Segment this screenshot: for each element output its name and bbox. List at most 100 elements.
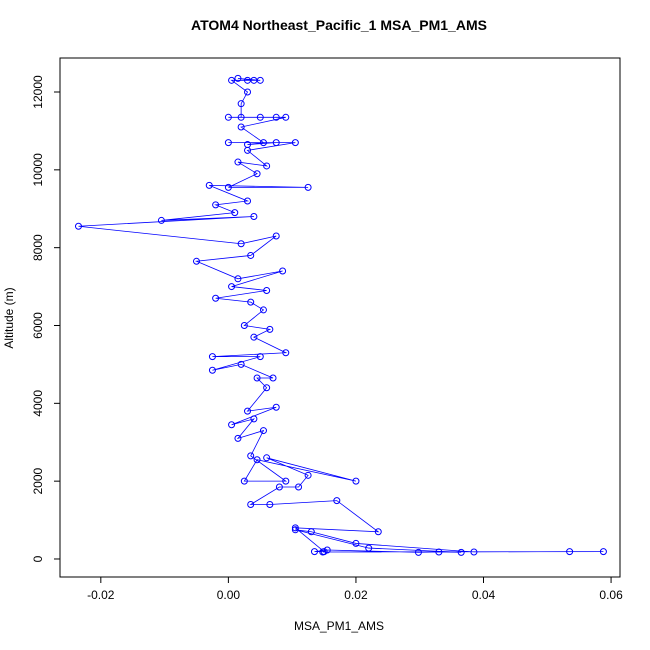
y-tick-label: 4000 <box>31 390 45 417</box>
data-point <box>295 483 303 491</box>
data-point <box>256 353 264 361</box>
data-point <box>192 257 200 265</box>
data-point <box>282 477 290 485</box>
data-point <box>566 548 574 556</box>
data-point <box>263 454 271 462</box>
data-point <box>272 139 280 147</box>
data-point <box>237 123 245 131</box>
data-point <box>256 76 264 84</box>
y-tick-label: 2000 <box>31 467 45 494</box>
data-point <box>237 100 245 108</box>
data-point <box>250 415 258 423</box>
data-point <box>291 526 299 534</box>
data-point <box>352 539 360 547</box>
data-point <box>244 407 252 415</box>
data-point <box>205 181 213 189</box>
data-point <box>244 88 252 96</box>
data-point <box>244 197 252 205</box>
data-point <box>259 139 267 147</box>
data-point <box>253 456 261 464</box>
x-axis-label: MSA_PM1_AMS <box>294 619 384 633</box>
data-point <box>599 548 607 556</box>
data-point <box>250 333 258 341</box>
data-point <box>228 421 236 429</box>
data-point <box>263 162 271 170</box>
data-point <box>228 283 236 291</box>
data-point <box>224 113 232 121</box>
data-point <box>228 76 236 84</box>
data-point <box>304 183 312 191</box>
data-point <box>224 183 232 191</box>
data-point <box>250 213 258 221</box>
data-point <box>234 275 242 283</box>
data-point <box>263 286 271 294</box>
data-point <box>263 384 271 392</box>
x-tick-label: 0.06 <box>599 588 623 602</box>
data-point <box>234 158 242 166</box>
data-point <box>234 434 242 442</box>
data-point <box>282 349 290 357</box>
data-point <box>253 374 261 382</box>
data-point <box>279 267 287 275</box>
data-point <box>269 374 277 382</box>
data-point <box>266 501 274 509</box>
data-point <box>208 353 216 361</box>
x-tick-label: 0.04 <box>472 588 496 602</box>
data-point <box>320 548 328 556</box>
data-line <box>78 77 604 553</box>
data-point <box>234 74 242 82</box>
data-point <box>259 306 267 314</box>
data-point <box>323 546 331 554</box>
y-tick-label: 0 <box>31 555 45 562</box>
data-point <box>291 524 299 532</box>
data-point <box>244 76 252 84</box>
data-point <box>414 548 422 556</box>
y-tick-label: 10000 <box>31 153 45 187</box>
data-point <box>74 222 82 230</box>
data-point <box>457 548 465 556</box>
data-point <box>240 477 248 485</box>
y-tick-label: 8000 <box>31 234 45 261</box>
data-point <box>247 251 255 259</box>
data-point <box>310 548 318 556</box>
y-tick-label: 6000 <box>31 312 45 339</box>
data-point <box>237 240 245 248</box>
data-point <box>272 403 280 411</box>
plot-frame <box>59 57 621 578</box>
data-point <box>470 548 478 556</box>
data-point <box>352 477 360 485</box>
data-point <box>237 113 245 121</box>
data-point <box>256 113 264 121</box>
data-point <box>212 294 220 302</box>
data-point <box>208 366 216 374</box>
data-point <box>365 544 373 552</box>
data-point <box>247 501 255 509</box>
data-point <box>157 216 165 224</box>
data-point <box>266 325 274 333</box>
data-point <box>291 139 299 147</box>
data-point <box>272 113 280 121</box>
data-point <box>253 170 261 178</box>
data-point <box>304 471 312 479</box>
data-point <box>435 548 443 556</box>
data-point <box>237 360 245 368</box>
y-tick-label: 12000 <box>31 75 45 109</box>
data-point <box>259 427 267 435</box>
y-axis-label: Altitude (m) <box>2 287 16 348</box>
data-point <box>307 528 315 536</box>
data-point <box>244 141 252 149</box>
data-point <box>374 528 382 536</box>
data-point <box>333 497 341 505</box>
data-point <box>231 209 239 217</box>
x-tick-label: 0.00 <box>217 588 241 602</box>
data-point <box>275 483 283 491</box>
x-tick-label: 0.02 <box>344 588 368 602</box>
data-point <box>247 452 255 460</box>
data-point <box>212 201 220 209</box>
data-point <box>240 321 248 329</box>
chart-title: ATOM4 Northeast_Pacific_1 MSA_PM1_AMS <box>191 17 487 33</box>
x-tick-label: -0.02 <box>87 588 115 602</box>
data-point <box>247 298 255 306</box>
